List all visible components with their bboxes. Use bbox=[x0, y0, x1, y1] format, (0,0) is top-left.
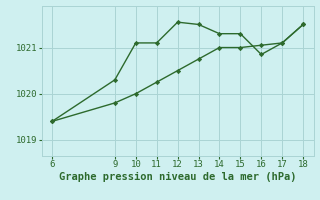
X-axis label: Graphe pression niveau de la mer (hPa): Graphe pression niveau de la mer (hPa) bbox=[59, 172, 296, 182]
